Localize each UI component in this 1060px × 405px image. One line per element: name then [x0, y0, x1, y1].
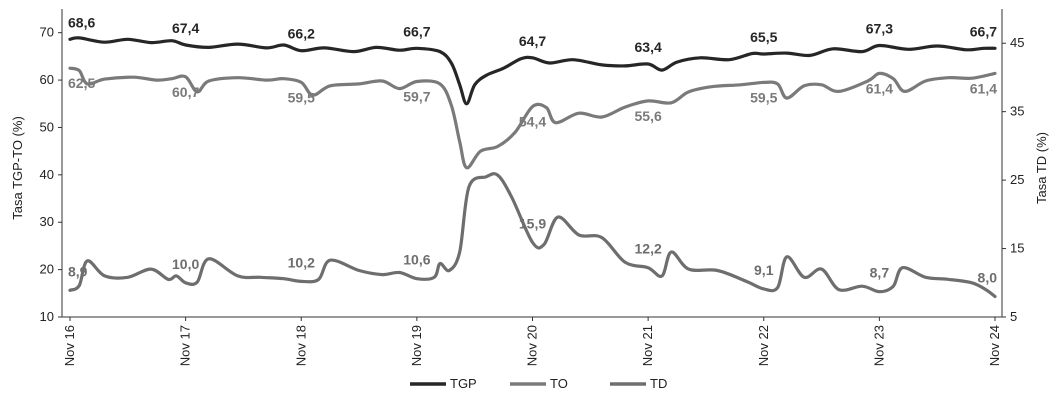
data-label-tgp: 66,2: [288, 26, 315, 42]
data-label-to: 62,5: [68, 75, 95, 91]
data-label-td: 8,7: [870, 265, 890, 281]
x-tick-label: Nov 18: [293, 325, 308, 366]
data-label-td: 15,9: [519, 215, 546, 231]
y-right-tick-label: 25: [1010, 172, 1024, 187]
x-tick-label: Nov 20: [525, 325, 540, 366]
series-line-to: [68, 66, 997, 170]
x-tick-label: Nov 21: [640, 325, 655, 366]
data-label-tgp: 68,6: [68, 14, 95, 30]
x-tick-label: Nov 23: [871, 325, 886, 366]
data-label-td: 9,1: [754, 262, 774, 278]
data-label-tgp: 66,7: [403, 23, 430, 39]
y-right-tick-label: 5: [1010, 309, 1017, 324]
data-label-tgp: 66,7: [970, 23, 997, 39]
legend-label-to: TO: [550, 376, 568, 391]
series-line-tgp: [68, 36, 997, 106]
data-label-to: 59,7: [403, 88, 430, 104]
data-label-to: 59,5: [750, 89, 777, 105]
data-label-td: 8,9: [68, 263, 88, 279]
data-label-to: 61,4: [970, 80, 997, 96]
x-tick-label: Nov 19: [409, 325, 424, 366]
data-label-to: 54,4: [519, 114, 546, 130]
y-left-tick-label: 70: [40, 25, 54, 40]
y-right-tick-label: 15: [1010, 241, 1024, 256]
data-label-td: 12,2: [635, 241, 662, 257]
series-line-td: [68, 172, 997, 299]
data-label-tgp: 67,4: [172, 20, 199, 36]
y-right-tick-label: 35: [1010, 104, 1024, 119]
data-label-td: 10,2: [288, 254, 315, 270]
y-left-tick-label: 60: [40, 72, 54, 87]
legend-label-tgp: TGP: [450, 376, 477, 391]
y-left-tick-label: 30: [40, 214, 54, 229]
series-lines: [68, 36, 997, 299]
data-label-td: 10,6: [403, 252, 430, 268]
data-label-tgp: 67,3: [866, 20, 893, 36]
y-axis-right-title: Tasa TD (%): [1034, 132, 1049, 204]
data-label-to: 61,4: [866, 80, 893, 96]
tick-labels: 10 20 30 40 50 60 70 5 15 25 35 45 Nov 16 Nov 17 Nov 1…: [40, 25, 1025, 367]
data-label-to: 55,6: [635, 108, 662, 124]
data-label-td: 10,0: [172, 256, 199, 272]
x-tick-label: Nov 22: [756, 325, 771, 366]
y-left-tick-label: 10: [40, 309, 54, 324]
data-labels: 68,6 67,4 66,2 66,7 64,7 63,4 65,5 67,3 66,7 62,5…: [68, 14, 997, 285]
y-left-tick-label: 20: [40, 262, 54, 277]
legend-label-td: TD: [650, 376, 667, 391]
data-label-tgp: 63,4: [635, 39, 662, 55]
y-axis-left-title: Tasa TGP-TO (%): [10, 116, 25, 220]
x-tick-label: Nov 16: [62, 325, 77, 366]
y-left-tick-label: 40: [40, 167, 54, 182]
data-label-to: 59,5: [288, 89, 315, 105]
y-left-tick-label: 50: [40, 119, 54, 134]
data-label-tgp: 64,7: [519, 33, 546, 49]
x-tick-label: Nov 17: [178, 325, 193, 366]
data-label-td: 8,0: [978, 269, 998, 285]
y-right-tick-label: 45: [1010, 35, 1024, 50]
data-label-to: 60,7: [172, 84, 199, 100]
legend: TGP TO TD: [410, 376, 667, 391]
data-label-tgp: 65,5: [750, 29, 777, 45]
x-tick-label: Nov 24: [987, 325, 1002, 366]
